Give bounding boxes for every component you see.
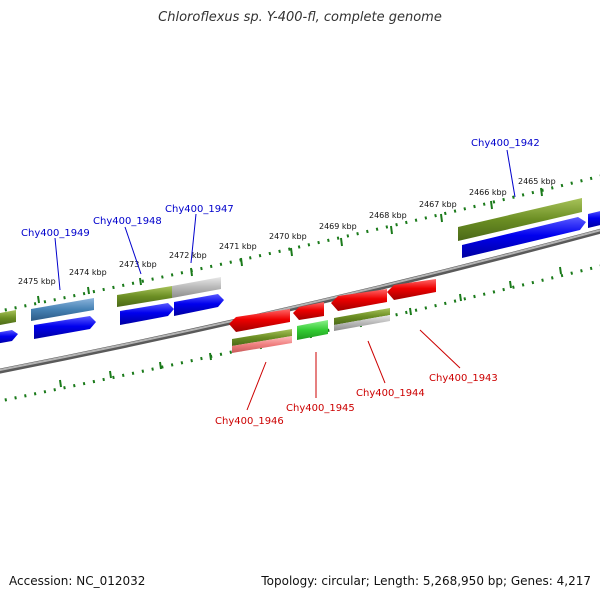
accession-label: Accession: NC_012032 <box>9 574 146 588</box>
gene-bar[interactable] <box>0 310 16 326</box>
gene-bar[interactable] <box>117 286 172 307</box>
scale-label-2469: 2469 kbp <box>319 222 357 231</box>
cds-arrow-reverse[interactable] <box>229 309 290 332</box>
cds-arrow[interactable] <box>120 303 174 325</box>
gene-label-chy400-1947[interactable]: Chy400_1947 <box>165 204 234 215</box>
scale-label-2472: 2472 kbp <box>169 251 207 260</box>
cds-arrow-reverse[interactable] <box>387 279 436 300</box>
gene-bar[interactable] <box>172 277 221 298</box>
forward-callout-lines <box>54 149 516 291</box>
gene-bar[interactable] <box>297 320 328 340</box>
gene-bar[interactable] <box>232 329 292 346</box>
gene-bar[interactable] <box>232 336 292 353</box>
cds-arrow[interactable] <box>174 294 224 316</box>
reverse-strand-features <box>229 279 436 353</box>
gene-label-chy400-1949[interactable]: Chy400_1949 <box>21 228 90 239</box>
cds-arrow[interactable] <box>0 330 18 344</box>
gene-label-chy400-1946[interactable]: Chy400_1946 <box>215 416 284 427</box>
cds-arrow[interactable] <box>34 316 96 339</box>
cds-arrow-reverse[interactable] <box>331 289 387 311</box>
gene-label-chy400-1944[interactable]: Chy400_1944 <box>356 388 425 399</box>
cds-arrow-reverse[interactable] <box>293 302 324 320</box>
forward-strand-features <box>0 198 600 344</box>
scale-label-2468: 2468 kbp <box>369 211 407 220</box>
scale-label-2467: 2467 kbp <box>419 200 457 209</box>
scale-label-2466: 2466 kbp <box>469 188 507 197</box>
cds-arrow[interactable] <box>462 217 586 258</box>
topology-label: Topology: circular; Length: 5,268,950 bp… <box>261 574 591 588</box>
gene-bar[interactable] <box>458 198 582 241</box>
reverse-callout-lines <box>246 329 461 411</box>
gene-label-chy400-1945[interactable]: Chy400_1945 <box>286 403 355 414</box>
outer-scale-track <box>0 174 600 313</box>
scale-label-2474: 2474 kbp <box>69 268 107 277</box>
gene-label-chy400-1948[interactable]: Chy400_1948 <box>93 216 162 227</box>
scale-label-2471: 2471 kbp <box>219 242 257 251</box>
cds-arrow[interactable] <box>588 210 600 228</box>
gene-bar[interactable] <box>31 298 94 321</box>
gene-label-chy400-1943[interactable]: Chy400_1943 <box>429 373 498 384</box>
gene-label-chy400-1942[interactable]: Chy400_1942 <box>471 138 540 149</box>
scale-label-2470: 2470 kbp <box>269 232 307 241</box>
gene-bar[interactable] <box>334 308 390 325</box>
gene-bar[interactable] <box>334 315 390 331</box>
scale-label-2475: 2475 kbp <box>18 277 56 286</box>
outer-major-ticks <box>37 187 543 304</box>
map-title: Chloroflexus sp. Y-400-fl, complete geno… <box>158 10 442 25</box>
scale-label-2465: 2465 kbp <box>518 177 556 186</box>
